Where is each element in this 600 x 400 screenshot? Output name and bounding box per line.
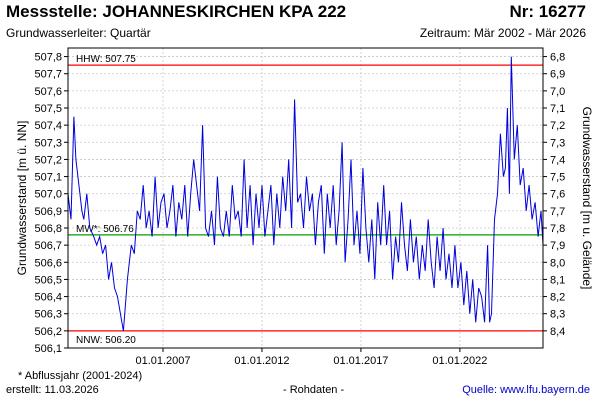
y-axis-label: Grundwasserstand [m ü. NN] — [15, 121, 29, 276]
x-tick-label: 01.01.2007 — [135, 355, 190, 367]
raw-data-note: - Rohdaten - — [283, 384, 345, 396]
y-tick-label: 507,2 — [34, 154, 62, 166]
plot-frame — [67, 47, 544, 349]
y2-tick-label: 6,9 — [550, 69, 565, 81]
y2-tick-label: 8,2 — [550, 292, 565, 304]
y-tick-label: 506,5 — [34, 274, 62, 286]
y-tick-label: 506,1 — [34, 343, 62, 355]
y2-tick-label: 8,3 — [550, 309, 565, 321]
y-tick-label: 507,8 — [34, 52, 62, 64]
y2-tick-label: 7,5 — [550, 172, 565, 184]
y2-tick-label: 7,0 — [550, 86, 565, 98]
y-tick-label: 506,8 — [34, 223, 62, 235]
reference-label: HHW: 507.75 — [76, 54, 136, 65]
reference-lines: HHW: 507.75 MW*: 506.76 NNW: 506.20 — [68, 54, 543, 346]
y2-tick-label: 7,1 — [550, 103, 565, 115]
y-tick-label: 507,1 — [34, 172, 62, 184]
x-axis-ticks: 01.01.2007 01.01.2012 01.01.2017 01.01.2022 — [135, 348, 487, 367]
y2-tick-label: 7,8 — [550, 223, 565, 235]
y-tick-label: 507,5 — [34, 103, 62, 115]
series-line — [67, 56, 544, 331]
y2-tick-label: 6,8 — [550, 52, 565, 64]
y2-tick-label: 8,4 — [550, 326, 565, 338]
aquifer-label: Grundwasserleiter: Quartär — [6, 26, 151, 40]
station-number: Nr: 16277 — [509, 2, 586, 21]
x-tick-label: 01.01.2022 — [432, 355, 487, 367]
period-label: Zeitraum: Mär 2002 - Mär 2026 — [419, 26, 586, 40]
y-tick-label: 506,9 — [34, 206, 62, 218]
y-tick-label: 506,7 — [34, 240, 62, 252]
x-tick-label: 01.01.2017 — [333, 355, 388, 367]
y2-axis-ticks: 6,8 6,9 7,0 7,1 7,2 7,3 7,4 7,5 7,6 7,7 7,8 7,9 8,0 8… — [543, 52, 565, 338]
footnote: * Abflussjahr (2001-2024) — [18, 370, 143, 382]
created-date: erstellt: 11.03.2026 — [6, 384, 99, 396]
y2-tick-label: 8,0 — [550, 257, 565, 269]
y-tick-label: 507,3 — [34, 137, 62, 149]
y-tick-label: 506,2 — [34, 326, 62, 338]
y-tick-label: 507,0 — [34, 189, 62, 201]
y2-tick-label: 7,2 — [550, 120, 565, 132]
y-tick-label: 506,3 — [34, 309, 62, 321]
y-tick-label: 507,7 — [34, 69, 62, 81]
y2-tick-label: 7,3 — [550, 137, 565, 149]
y-tick-label: 506,6 — [34, 257, 62, 269]
y-tick-label: 507,6 — [34, 86, 62, 98]
reference-label: NNW: 506.20 — [76, 335, 136, 346]
y2-tick-label: 7,6 — [550, 189, 565, 201]
y2-tick-label: 7,9 — [550, 240, 565, 252]
x-tick-label: 01.01.2012 — [234, 355, 289, 367]
reference-label: MW*: 506.76 — [76, 224, 134, 235]
y2-tick-label: 8,1 — [550, 274, 565, 286]
y-tick-label: 506,4 — [34, 292, 62, 304]
y-axis-ticks: 506,1 506,2 506,3 506,4 506,5 506,6 506,7 506,8… — [34, 52, 68, 355]
y2-axis-label: Grundwasserstand [m u. Gelände] — [580, 107, 594, 290]
y-tick-label: 507,4 — [34, 120, 62, 132]
y2-tick-label: 7,7 — [550, 206, 565, 218]
chart-title: Messstelle: JOHANNESKIRCHEN KPA 222 — [6, 2, 347, 21]
y2-tick-label: 7,4 — [550, 154, 565, 166]
source-link[interactable]: Quelle: www.lfu.bayern.de — [462, 384, 590, 396]
